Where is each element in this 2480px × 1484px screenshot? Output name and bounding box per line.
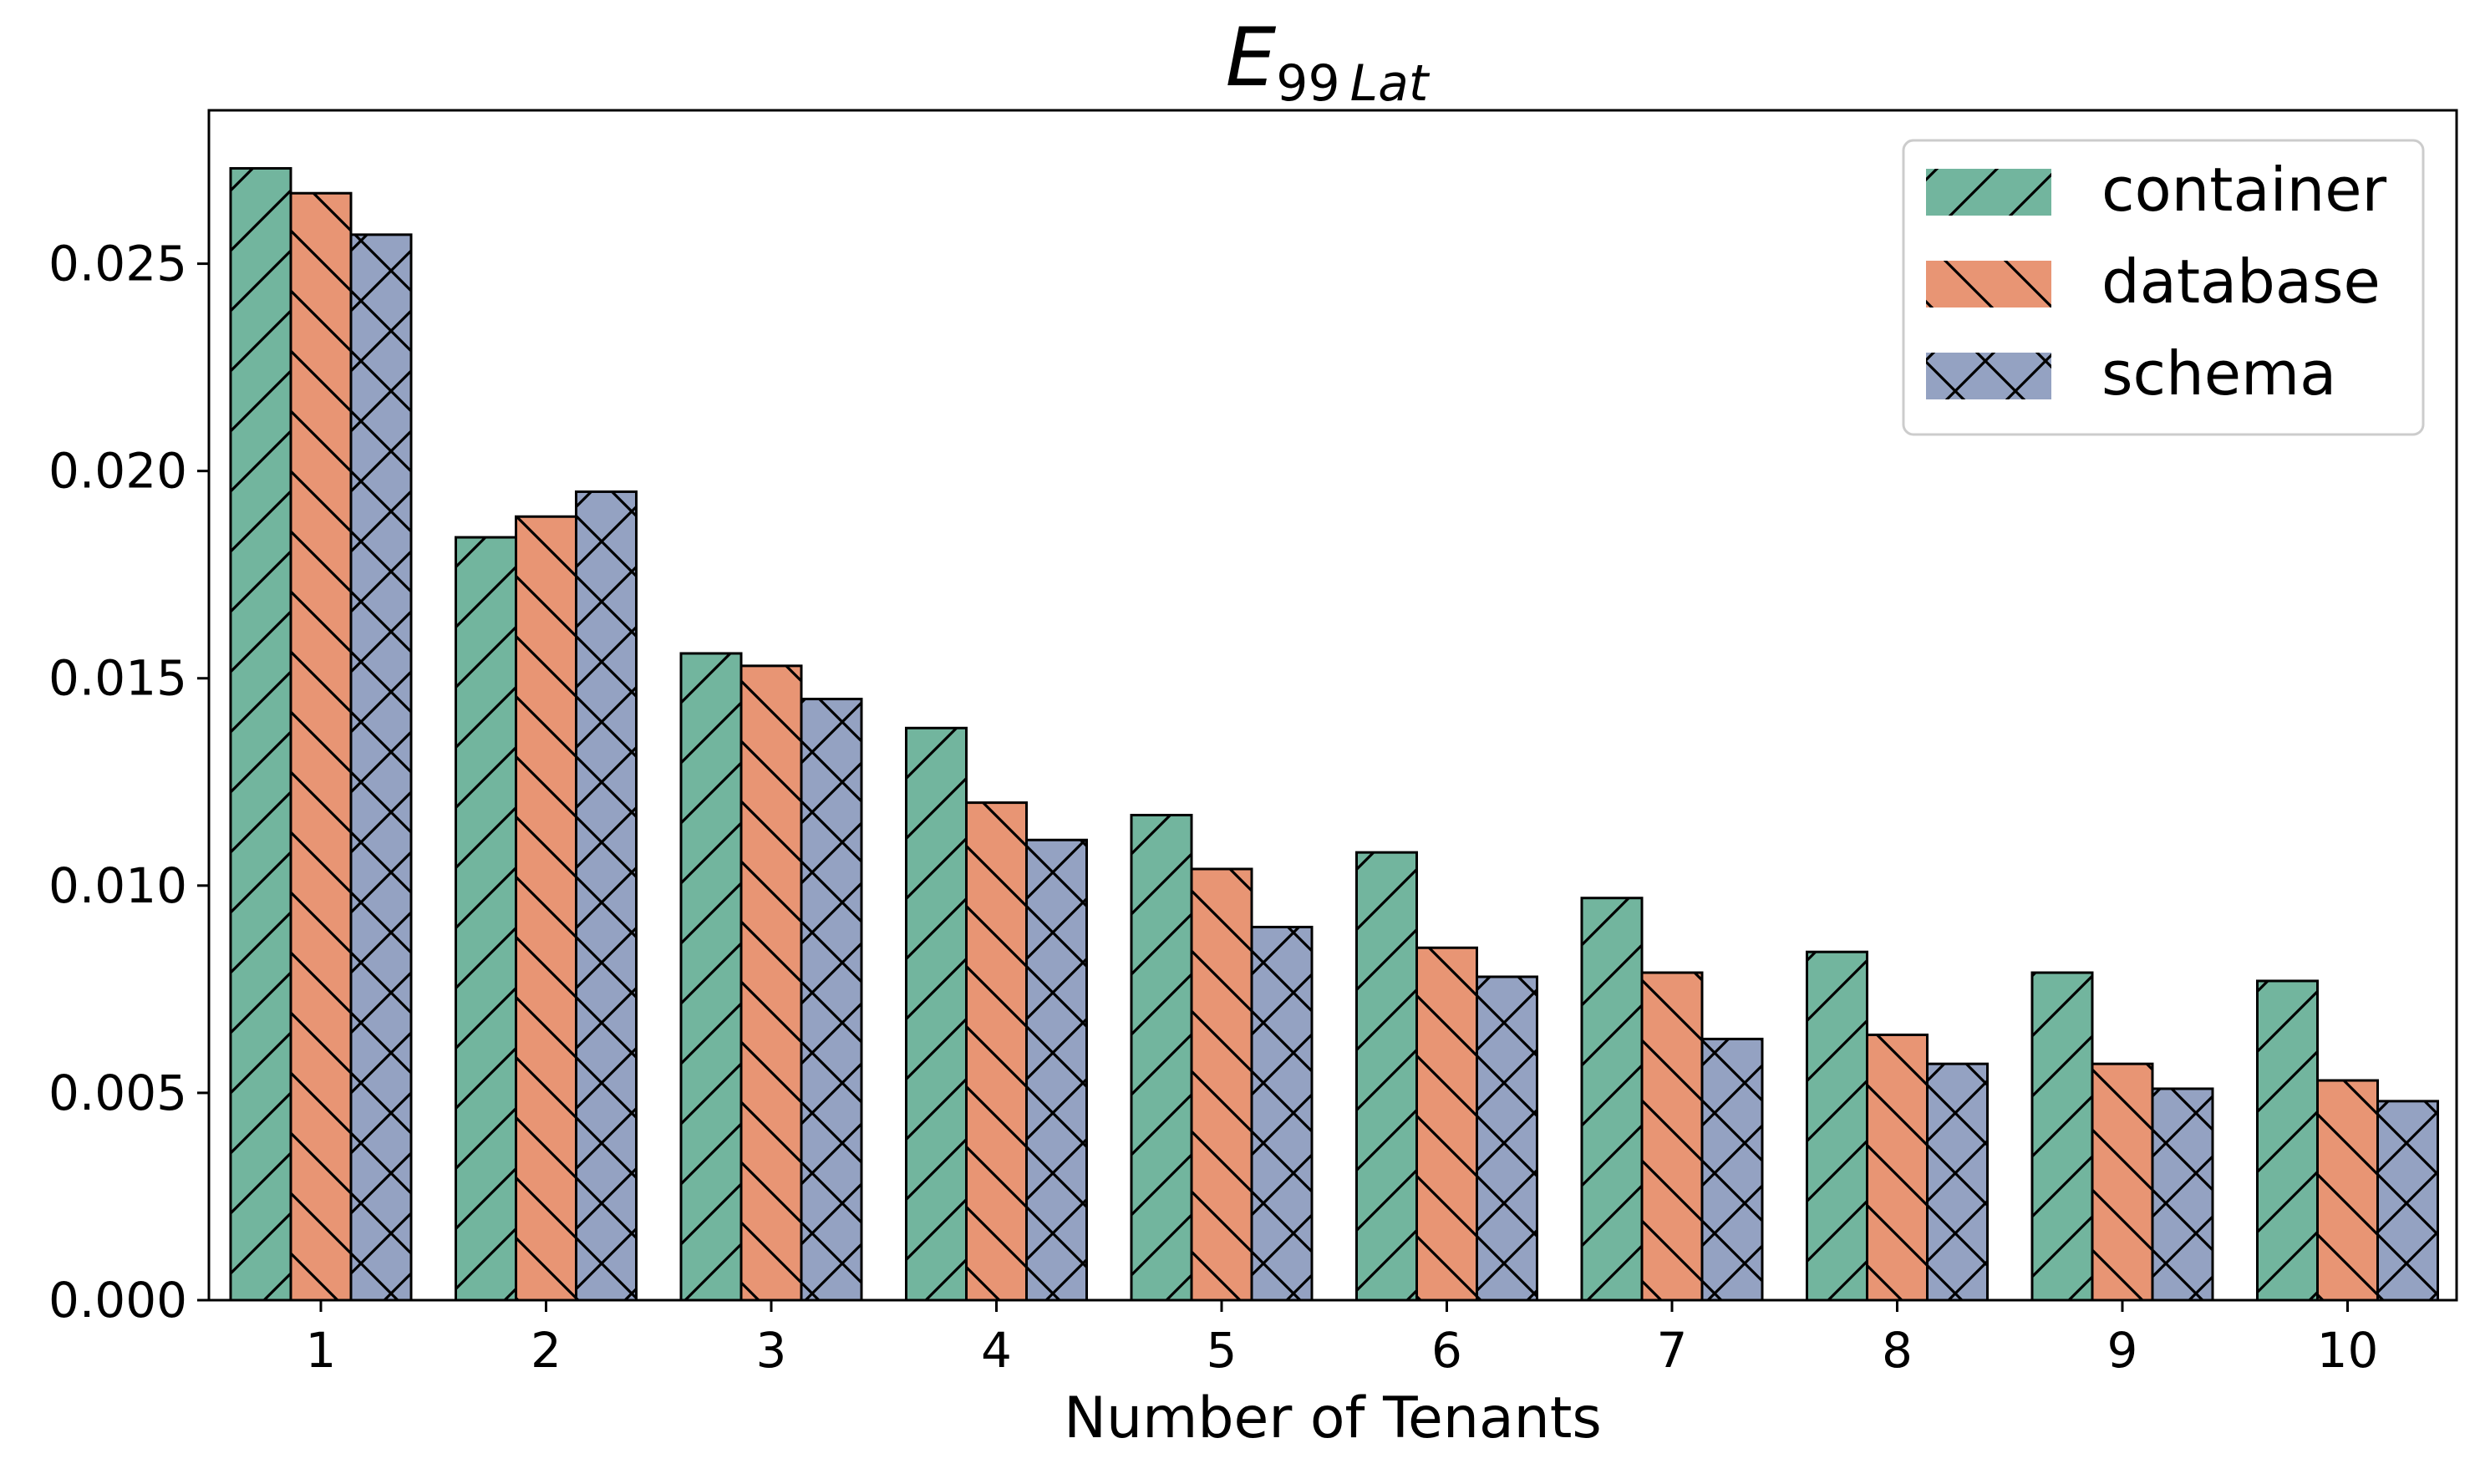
y-tick-label: 0.005 [48,1065,187,1121]
y-tick-label: 0.015 [48,650,187,707]
y-tick-label: 0.025 [48,236,187,292]
y-tick-label: 0.000 [48,1272,187,1329]
bar-hatch-schema-6 [1476,975,1538,1302]
series-container [229,166,2319,1302]
y-tick-label: 0.010 [48,857,187,914]
y-axis: 0.000 0.005 0.010 0.015 0.020 0.025 [48,236,209,1329]
x-axis: 1 2 3 4 5 6 7 8 9 10 [306,1300,2379,1379]
x-tick-label: 1 [306,1322,337,1379]
x-tick-label: 4 [981,1322,1012,1379]
bar-hatch-container-5 [1130,813,1193,1302]
series-schema [349,233,2439,1302]
bar-hatch-database-10 [2316,1079,2379,1302]
legend-item-schema: schema [1926,338,2336,409]
bar-hatch-container-1 [229,166,292,1302]
x-tick-label: 9 [2107,1322,2138,1379]
x-tick-label: 3 [756,1322,787,1379]
bar-hatch-database-4 [965,801,1028,1302]
bar-hatch-schema-9 [2151,1087,2214,1302]
bar-hatch-schema-4 [1025,838,1088,1302]
legend-swatch-hatch [1926,353,2051,399]
bar-hatch-container-6 [1355,851,1418,1302]
bar-hatch-database-8 [1866,1033,1929,1302]
bar-hatch-database-9 [2091,1062,2154,1302]
legend-item-database: database [1926,246,2381,317]
chart-title-subscript-number: 99 [1276,54,1339,113]
bar-hatch-database-6 [1415,946,1478,1302]
x-tick-label: 7 [1657,1322,1688,1379]
x-tick-label: 5 [1207,1322,1237,1379]
bar-hatch-schema-2 [575,490,638,1302]
y-tick-label: 0.020 [48,443,187,500]
bar-hatch-container-2 [455,536,517,1302]
bar-hatch-database-7 [1640,971,1704,1302]
legend-item-container: container [1926,155,2387,225]
bar-hatch-database-3 [739,664,803,1302]
legend-swatch-hatch [1926,169,2051,216]
bar-hatch-schema-5 [1250,925,1314,1302]
bar-hatch-schema-7 [1700,1037,1764,1302]
series-database [289,191,2379,1302]
bar-hatch-schema-10 [2376,1100,2439,1302]
x-tick-label: 2 [531,1322,562,1379]
bar-hatch-container-8 [1806,950,1868,1302]
x-tick-label: 10 [2317,1322,2379,1379]
x-tick-label: 6 [1431,1322,1462,1379]
bar-hatch-database-1 [289,191,353,1302]
legend-label: schema [2101,338,2336,409]
bar-hatch-schema-1 [349,233,413,1302]
legend-label: container [2101,155,2387,225]
bar-hatch-database-5 [1190,867,1253,1302]
plot-frame [207,109,2458,1302]
bar-hatch-container-10 [2256,979,2319,1302]
x-tick-label: 8 [1882,1322,1913,1379]
x-axis-title: Number of Tenants [1064,1385,1602,1451]
legend: container database schema [1902,139,2425,436]
bar-hatch-container-9 [2030,971,2094,1302]
bar-hatch-container-7 [1580,897,1644,1302]
bar-hatch-container-4 [905,726,968,1302]
bar-hatch-database-2 [515,515,577,1302]
chart-title-main: E [1226,11,1277,104]
bars-layer [229,166,2439,1302]
chart-title-subscript-text: Lat [1350,54,1431,113]
bar-hatch-schema-8 [1926,1062,1989,1302]
legend-swatch-hatch [1926,261,2051,307]
legend-label: database [2101,246,2381,317]
bar-hatch-schema-3 [800,698,863,1302]
bar-hatch-container-3 [679,652,743,1302]
chart-title: E99 Lat [1226,11,1431,113]
